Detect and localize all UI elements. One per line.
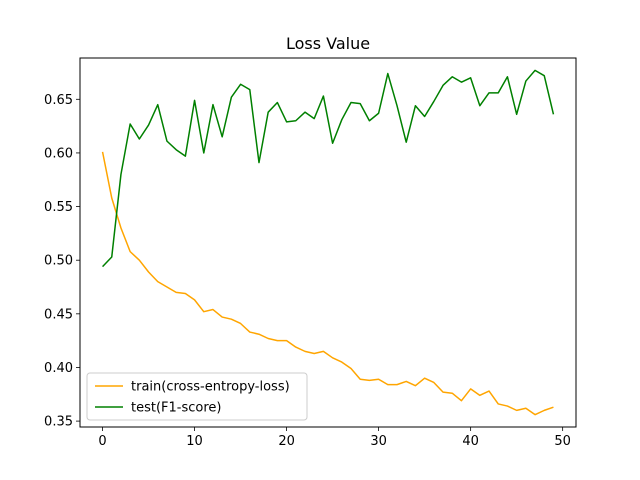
x-tick-label: 10 — [186, 434, 203, 449]
x-tick-label: 30 — [370, 434, 387, 449]
series-layer — [101, 69, 555, 416]
y-tick-label: 0.45 — [44, 307, 73, 322]
legend-box — [86, 372, 308, 421]
x-axis: 0 10 20 30 40 50 — [98, 427, 571, 449]
legend: train(cross-entropy-loss) test(F1-score) — [86, 372, 308, 421]
y-tick-label: 0.55 — [44, 200, 73, 215]
y-tick-label: 0.35 — [44, 415, 73, 430]
x-tick-label: 40 — [462, 434, 479, 449]
chart-title: Loss Value — [286, 34, 370, 53]
x-tick-label: 0 — [98, 434, 106, 449]
y-tick-label: 0.40 — [44, 361, 73, 376]
series-line-1 — [102, 69, 555, 268]
y-tick-label: 0.60 — [44, 146, 73, 161]
x-tick-label: 20 — [278, 434, 295, 449]
x-tick-label: 50 — [554, 434, 571, 449]
y-tick-label: 0.65 — [44, 93, 73, 108]
plot-area-frame — [79, 57, 577, 428]
series-line-0 — [101, 151, 554, 416]
y-axis: 0.35 0.40 0.45 0.50 0.55 0.60 0.65 — [44, 93, 80, 430]
legend-label-1: test(F1-score) — [131, 401, 221, 416]
legend-label-0: train(cross-entropy-loss) — [131, 380, 290, 395]
y-tick-label: 0.50 — [44, 254, 73, 269]
